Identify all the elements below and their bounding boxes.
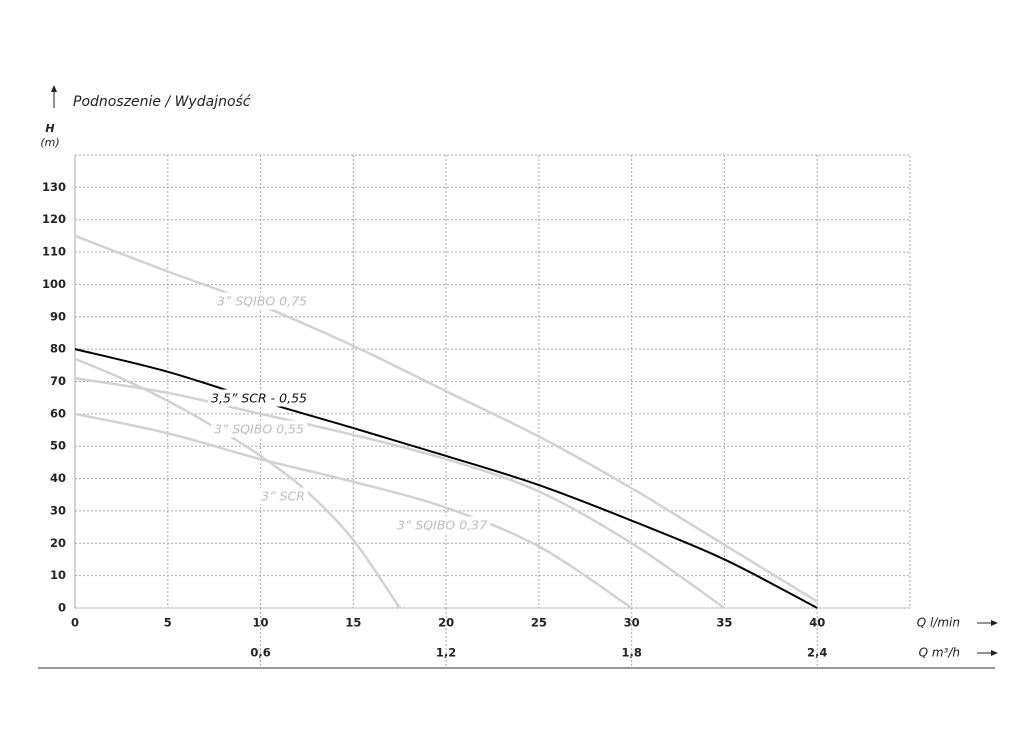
curve-label: 3” SQIBO 0,75	[217, 294, 307, 309]
curve-label: 3” SQIBO 0,37	[397, 518, 487, 533]
curve-label: 3” SQIBO 0,55	[214, 422, 304, 437]
y-tick-label: 60	[50, 406, 66, 420]
y-tick-label: 100	[42, 277, 66, 291]
y-tick-label: 30	[50, 503, 66, 517]
chart-title: Podnoszenie / Wydajność	[73, 94, 252, 110]
pump-curve	[74, 357, 401, 609]
y-tick-label: 10	[50, 568, 66, 582]
curve-label: 3,5” SCR - 0,55	[211, 391, 307, 406]
y-label: H	[45, 122, 54, 135]
y-tick-label: 20	[50, 536, 66, 550]
x2-label: Q m³/h	[919, 646, 960, 660]
x-arrow-head	[991, 620, 998, 626]
y-tick-label: 120	[42, 212, 66, 226]
x-tick-label: 25	[531, 616, 547, 630]
x-tick-label: 30	[624, 616, 640, 630]
pump-curve	[74, 412, 633, 610]
x2-arrow-head	[991, 650, 998, 656]
y-tick-label: 50	[50, 439, 66, 453]
curve-label: 3” SCR	[261, 489, 305, 504]
x-label: Q l/min	[917, 616, 960, 630]
pump-curve	[74, 234, 818, 603]
y-tick-label: 130	[42, 180, 66, 194]
x-tick-label: 0	[71, 616, 79, 630]
y-tick-label: 110	[42, 245, 66, 259]
curve-label-bg	[393, 516, 491, 534]
x-tick-label: 35	[716, 616, 732, 630]
y-tick-label: 90	[50, 309, 66, 323]
x-tick-label: 15	[345, 616, 361, 630]
up-arrow-head	[51, 85, 57, 92]
pump-curve	[74, 348, 818, 609]
x-tick-label: 5	[164, 616, 172, 630]
x-tick-label: 40	[809, 616, 825, 630]
y-unit: (m)	[40, 136, 59, 149]
curve-label-bg	[258, 487, 308, 505]
pump-curve	[74, 377, 726, 610]
curve-label-bg	[210, 420, 308, 438]
y-tick-label: 40	[50, 471, 66, 485]
y-tick-label: 0	[58, 601, 66, 615]
y-tick-label: 70	[50, 374, 66, 388]
x-tick-label: 10	[253, 616, 269, 630]
curve-label-bg	[208, 389, 311, 407]
y-tick-label: 80	[50, 342, 66, 356]
curve-label-bg	[213, 292, 311, 310]
x-tick-label: 20	[438, 616, 454, 630]
